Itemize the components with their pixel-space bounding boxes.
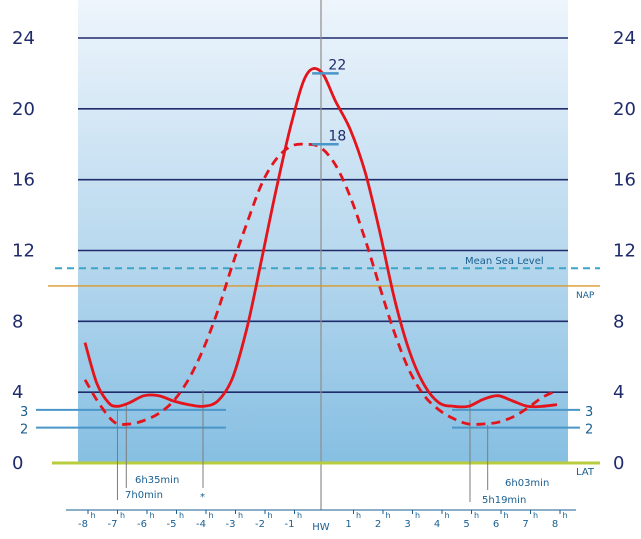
- y-axis: 0 0 4 4 8 8 12 12 16 16 20 20 24 24: [12, 28, 636, 474]
- dashed-tide-curve: [83, 142, 558, 426]
- annotation-label: 5h19min: [482, 495, 526, 506]
- x-tick-label: 4: [434, 519, 440, 530]
- x-tick-unit: h: [120, 511, 125, 520]
- y-tick-label-right: 4: [613, 382, 624, 403]
- annotation-label: 6h35min: [135, 475, 179, 486]
- nap-label: NAP: [576, 291, 595, 301]
- x-tick-label: 3: [404, 519, 410, 530]
- x-tick-unit: h: [149, 511, 154, 520]
- side-level-label-left: 3: [20, 405, 28, 420]
- x-tick-label: 5: [463, 519, 469, 530]
- side-level-label-right: 3: [585, 405, 593, 420]
- x-tick-label: 2: [375, 519, 381, 530]
- x-tick-label: -8: [78, 519, 88, 530]
- x-tick-label: 7: [522, 519, 528, 530]
- side-level-label-right: 2: [585, 423, 593, 438]
- y-tick-label-left: 4: [12, 382, 23, 403]
- reference-lines: Mean Sea Level NAP LAT: [48, 256, 600, 478]
- y-tick-label-left: 20: [12, 99, 35, 120]
- x-tick-unit: h: [297, 511, 302, 520]
- x-tick-label: -4: [196, 519, 206, 530]
- peak-value-label: 18: [328, 128, 346, 144]
- y-tick-label-right: 0: [613, 453, 624, 474]
- grid-lines: [78, 0, 568, 510]
- y-tick-label-left: 16: [12, 170, 35, 191]
- plot-background: [78, 0, 568, 463]
- mean-sea-level-label: Mean Sea Level: [465, 256, 544, 267]
- peak-value-label: 22: [328, 57, 346, 73]
- x-tick-label: -5: [167, 519, 177, 530]
- annotation-label: 7h0min: [125, 490, 163, 501]
- x-tick-label: -2: [255, 519, 265, 530]
- x-tick-unit: h: [474, 511, 479, 520]
- x-tick-unit: h: [385, 511, 390, 520]
- x-tick-label: -7: [108, 519, 118, 530]
- x-tick-unit: h: [179, 511, 184, 520]
- y-tick-label-right: 12: [613, 241, 636, 262]
- annotation-label: *: [200, 492, 205, 503]
- series-lines: [83, 67, 558, 426]
- x-tick-label: 8: [552, 519, 558, 530]
- x-tick-label: 6: [493, 519, 499, 530]
- y-tick-label-right: 16: [613, 170, 636, 191]
- y-tick-label-left: 8: [12, 311, 23, 332]
- x-tick-unit: h: [356, 511, 361, 520]
- y-tick-label-left: 0: [12, 453, 23, 474]
- x-tick-unit: h: [267, 511, 272, 520]
- annotation-label: 6h03min: [505, 478, 549, 489]
- y-tick-label-right: 8: [613, 311, 624, 332]
- y-tick-label-right: 20: [613, 99, 636, 120]
- x-tick-unit: h: [415, 511, 420, 520]
- y-tick-label-left: 12: [12, 241, 35, 262]
- solid-tide-curve: [83, 67, 558, 409]
- x-tick-unit: h: [90, 511, 95, 520]
- x-tick-unit: h: [208, 511, 213, 520]
- x-tick-unit: h: [533, 511, 538, 520]
- x-tick-unit: h: [562, 511, 567, 520]
- x-tick-unit: h: [503, 511, 508, 520]
- x-tick-label: -1: [285, 519, 295, 530]
- x-tick-unit: h: [238, 511, 243, 520]
- x-tick-unit: h: [444, 511, 449, 520]
- x-tick-label: -6: [137, 519, 147, 530]
- peak-markers: 22 18: [312, 57, 346, 146]
- side-levels: 3 3 2 2: [20, 405, 593, 438]
- x-tick-label: HW: [312, 522, 330, 533]
- y-tick-label-right: 24: [613, 28, 636, 49]
- x-tick-label: 1: [345, 519, 351, 530]
- x-tick-label: -3: [226, 519, 236, 530]
- y-tick-label-left: 24: [12, 28, 35, 49]
- lat-label: LAT: [576, 467, 595, 478]
- side-level-label-left: 2: [20, 423, 28, 438]
